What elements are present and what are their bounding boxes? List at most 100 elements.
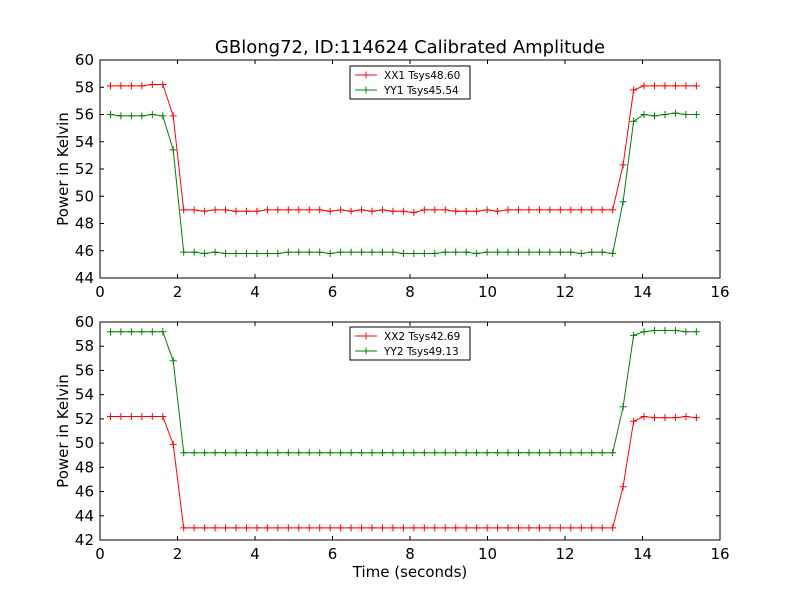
data-point xyxy=(619,198,627,206)
data-point xyxy=(263,524,271,532)
data-point xyxy=(295,248,303,256)
figure-title: GBlong72, ID:114624 Calibrated Amplitude xyxy=(215,37,605,58)
data-point xyxy=(180,449,188,457)
data-point xyxy=(473,524,481,532)
data-point xyxy=(630,86,638,94)
data-point xyxy=(598,524,606,532)
data-point xyxy=(567,248,575,256)
data-point xyxy=(462,524,470,532)
data-point xyxy=(546,248,554,256)
data-point xyxy=(525,449,533,457)
data-point xyxy=(211,524,219,532)
y-axis-label: Power in Kelvin xyxy=(54,112,72,226)
data-point xyxy=(420,524,428,532)
series-1 xyxy=(106,81,700,217)
series-line xyxy=(110,84,697,214)
data-point xyxy=(368,207,376,215)
data-point xyxy=(295,524,303,532)
data-point xyxy=(263,249,271,257)
data-point xyxy=(567,206,575,214)
series-1 xyxy=(106,412,700,532)
y-tick-label: 46 xyxy=(75,483,94,501)
data-point xyxy=(692,328,700,336)
data-point xyxy=(441,206,449,214)
data-point xyxy=(326,249,334,257)
data-point xyxy=(535,206,543,214)
data-point xyxy=(431,249,439,257)
y-axis-label: Power in Kelvin xyxy=(54,374,72,488)
data-point xyxy=(337,206,345,214)
legend-label: XX2 Tsys42.69 xyxy=(384,331,460,343)
data-point xyxy=(284,524,292,532)
data-point xyxy=(535,524,543,532)
x-tick-label: 16 xyxy=(710,545,729,563)
legend-entry-1: XX2 Tsys42.69 xyxy=(355,331,460,343)
legend-swatch-marker xyxy=(362,332,370,340)
data-point xyxy=(159,112,167,120)
data-point xyxy=(619,403,627,411)
data-point xyxy=(190,206,198,214)
data-point xyxy=(452,524,460,532)
data-point xyxy=(577,449,585,457)
data-point xyxy=(274,524,282,532)
data-point xyxy=(525,206,533,214)
data-point xyxy=(598,206,606,214)
data-point xyxy=(651,82,659,90)
data-point xyxy=(378,524,386,532)
y-tick-label: 50 xyxy=(75,434,94,452)
data-point xyxy=(577,524,585,532)
data-point xyxy=(399,249,407,257)
data-point xyxy=(358,206,366,214)
data-point xyxy=(368,524,376,532)
data-point xyxy=(180,248,188,256)
data-point xyxy=(201,524,209,532)
x-tick-label: 0 xyxy=(95,283,105,301)
data-point xyxy=(316,449,324,457)
y-tick-label: 56 xyxy=(75,106,94,124)
data-point xyxy=(201,449,209,457)
legend-entry-1: XX1 Tsys48.60 xyxy=(355,70,460,82)
x-tick-label: 8 xyxy=(405,283,415,301)
data-point xyxy=(263,449,271,457)
data-point xyxy=(682,328,690,336)
data-point xyxy=(515,206,522,214)
data-point xyxy=(106,111,114,118)
data-point xyxy=(378,449,386,457)
data-point xyxy=(515,524,522,532)
data-point xyxy=(127,328,135,336)
data-point xyxy=(651,326,659,334)
data-point xyxy=(682,412,690,420)
data-point xyxy=(441,449,449,457)
data-point xyxy=(640,412,648,420)
data-point xyxy=(692,82,700,90)
x-tick-label: 6 xyxy=(328,545,338,563)
data-point xyxy=(337,524,345,532)
data-point xyxy=(201,207,209,215)
data-point xyxy=(284,248,292,256)
data-point xyxy=(106,412,114,420)
data-point xyxy=(316,248,324,256)
data-point xyxy=(148,412,156,420)
data-point xyxy=(399,524,407,532)
data-point xyxy=(263,206,271,214)
data-point xyxy=(211,248,219,256)
data-point xyxy=(525,524,533,532)
data-point xyxy=(483,248,491,256)
data-point xyxy=(169,357,177,365)
series-2 xyxy=(106,109,700,257)
data-point xyxy=(588,524,596,532)
data-point xyxy=(169,440,177,448)
data-point xyxy=(546,449,554,457)
y-tick-label: 42 xyxy=(75,531,94,549)
data-point xyxy=(201,249,209,257)
data-point xyxy=(483,524,491,532)
data-point xyxy=(640,82,648,90)
data-point xyxy=(295,449,303,457)
data-point xyxy=(546,524,554,532)
data-point xyxy=(190,449,198,457)
data-point xyxy=(117,112,125,120)
data-point xyxy=(651,112,659,120)
data-point xyxy=(169,146,177,154)
data-point xyxy=(305,449,313,457)
data-point xyxy=(127,112,135,120)
